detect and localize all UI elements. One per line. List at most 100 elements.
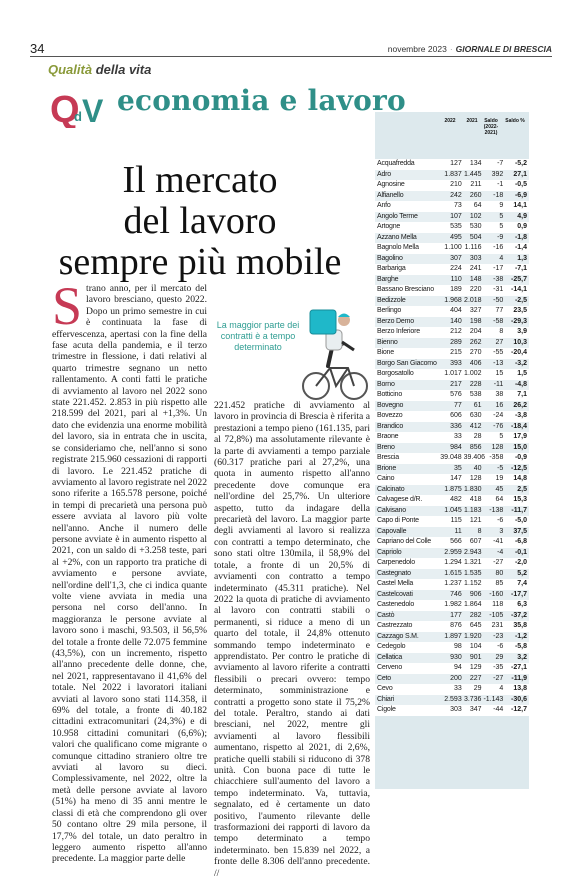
- cell-2021: 64: [473, 202, 482, 209]
- cell-2021: 211: [470, 181, 482, 188]
- cell-saldo: 19: [495, 475, 504, 482]
- cell-2022: 39.048: [440, 454, 462, 461]
- cell-2022: 73: [454, 202, 462, 209]
- cell-2022: 566: [450, 538, 462, 545]
- cell-municipality: Bagnolo Mella: [377, 244, 419, 251]
- cell-2022: 1.100: [444, 244, 462, 251]
- table-row: Bassano Bresciano 189 220 -31 -14,1: [375, 285, 529, 296]
- cell-2021: 2.018: [464, 296, 482, 304]
- cell-saldo: 5: [499, 223, 504, 230]
- cell-municipality: Castegnato: [377, 569, 411, 577]
- table-row: Castenedolo 1.982 1.864 118 6,3: [375, 600, 529, 611]
- table-row: Alfianello 242 260 -18 -6,9: [375, 190, 529, 201]
- cell-saldo-pct: -0,1: [514, 548, 527, 556]
- cell-saldo-pct: -11,7: [511, 506, 527, 514]
- cell-saldo-pct: 23,5: [513, 307, 527, 314]
- cell-2021: 1.321: [464, 559, 482, 566]
- cell-saldo: 29: [495, 653, 504, 661]
- cell-2021: 270: [469, 349, 482, 356]
- cell-saldo: 3: [499, 527, 504, 535]
- cell-saldo: -18: [493, 191, 504, 199]
- cell-saldo: 5: [499, 212, 504, 220]
- cell-municipality: Breno: [377, 443, 395, 451]
- cell-2022: 576: [450, 391, 462, 398]
- cell-saldo: 118: [492, 601, 504, 608]
- table-row: Bione 215 270 -55 -20,4: [375, 348, 529, 359]
- cell-2021: 198: [469, 317, 482, 325]
- cell-2022: 984: [450, 443, 462, 451]
- cell-2022: 1.837: [444, 170, 462, 178]
- cell-2021: 1.920: [464, 632, 482, 640]
- cell-2021: 1.445: [464, 170, 482, 178]
- cell-municipality: Capo di Ponte: [377, 517, 419, 524]
- svg-text:d: d: [74, 109, 82, 124]
- cell-2022: 746: [450, 590, 462, 598]
- cell-saldo-pct: 3,2: [517, 653, 527, 661]
- cell-saldo-pct: 15,0: [513, 443, 527, 451]
- table-row: Braone 33 28 5 17,9: [375, 432, 529, 443]
- table-row: Agnosine 210 211 -1 -0,5: [375, 180, 529, 191]
- table-row: Berlingo 404 327 77 23,5: [375, 306, 529, 317]
- header-rule: [30, 56, 552, 57]
- cell-2021: 104: [469, 643, 482, 650]
- cell-saldo-pct: 3,9: [517, 328, 527, 335]
- cell-municipality: Calvisano: [377, 506, 406, 514]
- table-row: Carpenedolo 1.294 1.321 -27 -2,0: [375, 558, 529, 569]
- cell-saldo: 77: [495, 307, 504, 314]
- cell-2021: 39.406: [463, 454, 486, 461]
- rubric-part2: della vita: [95, 62, 152, 77]
- cell-2022: 110: [450, 275, 462, 283]
- cell-saldo-pct: -5,0: [514, 517, 527, 524]
- qdv-logo: Q d V: [50, 89, 104, 128]
- headline-line-3: sempre più mobile: [58, 241, 342, 283]
- cell-2022: 2.593: [444, 695, 462, 703]
- cell-saldo-pct: -12,5: [511, 464, 527, 472]
- cell-municipality: Cedegolo: [377, 643, 406, 650]
- cell-saldo-pct: -5,8: [514, 643, 527, 650]
- cell-saldo-pct: 10,3: [513, 338, 527, 346]
- table-row: Adro 1.837 1.445 392 27,1: [375, 169, 529, 180]
- cell-2022: 217: [450, 380, 462, 388]
- cell-municipality: Calcinato: [377, 485, 405, 493]
- cyclist-illustration: [302, 309, 368, 400]
- cell-municipality: Barghe: [377, 275, 399, 283]
- cell-saldo-pct: 37,5: [513, 527, 527, 535]
- cell-saldo: -41: [493, 538, 504, 545]
- cell-2022: 1.875: [444, 485, 462, 493]
- cell-saldo-pct: 26,2: [513, 401, 527, 409]
- cell-saldo-pct: 1,3: [517, 254, 527, 262]
- cell-2022: 1.897: [444, 632, 462, 640]
- cell-2021: 1.116: [464, 244, 482, 251]
- cell-saldo: 38: [495, 391, 504, 398]
- cell-saldo: -13: [493, 359, 504, 367]
- cell-municipality: Alfianello: [377, 191, 404, 199]
- cell-saldo: 9: [499, 202, 504, 209]
- drop-cap: S: [52, 276, 83, 336]
- cell-saldo: -27: [493, 674, 504, 682]
- cell-municipality: Berzo Inferiore: [377, 328, 420, 335]
- newspaper-name: GIORNALE DI BRESCIA: [455, 44, 552, 54]
- cell-2021: 260: [469, 191, 482, 199]
- cell-saldo: -44: [493, 706, 504, 713]
- table-row: Angolo Terme 107 102 5 4,9: [375, 211, 529, 222]
- cell-saldo-pct: 13,8: [513, 685, 527, 692]
- table-row: Cigole 303 347 -44 -12,7: [375, 705, 529, 716]
- cell-2022: 224: [450, 265, 462, 272]
- cell-municipality: Borgosatollo: [377, 370, 414, 377]
- cell-2022: 33: [454, 685, 462, 692]
- cell-saldo-pct: 14,8: [513, 475, 527, 482]
- cell-saldo: 45: [495, 485, 504, 493]
- cell-saldo: -76: [493, 422, 504, 430]
- section-rubric: Qualità della vita: [48, 62, 151, 77]
- cell-saldo-pct: -6,8: [514, 538, 527, 545]
- header-saldo: Saldo (2022-2021): [483, 118, 499, 136]
- svg-text:Q: Q: [50, 89, 80, 128]
- table-row: Caino 147 128 19 14,8: [375, 474, 529, 485]
- cell-saldo-pct: -0,9: [514, 454, 527, 461]
- cell-saldo: -16: [493, 244, 504, 251]
- cell-municipality: Azzano Mella: [377, 233, 417, 241]
- table-row: Capriano del Colle 566 607 -41 -6,8: [375, 537, 529, 548]
- cell-saldo-pct: -3,8: [514, 412, 527, 419]
- cell-2021: 906: [469, 590, 482, 598]
